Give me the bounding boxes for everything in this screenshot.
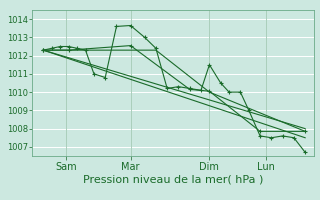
X-axis label: Pression niveau de la mer( hPa ): Pression niveau de la mer( hPa ) [83,174,263,184]
